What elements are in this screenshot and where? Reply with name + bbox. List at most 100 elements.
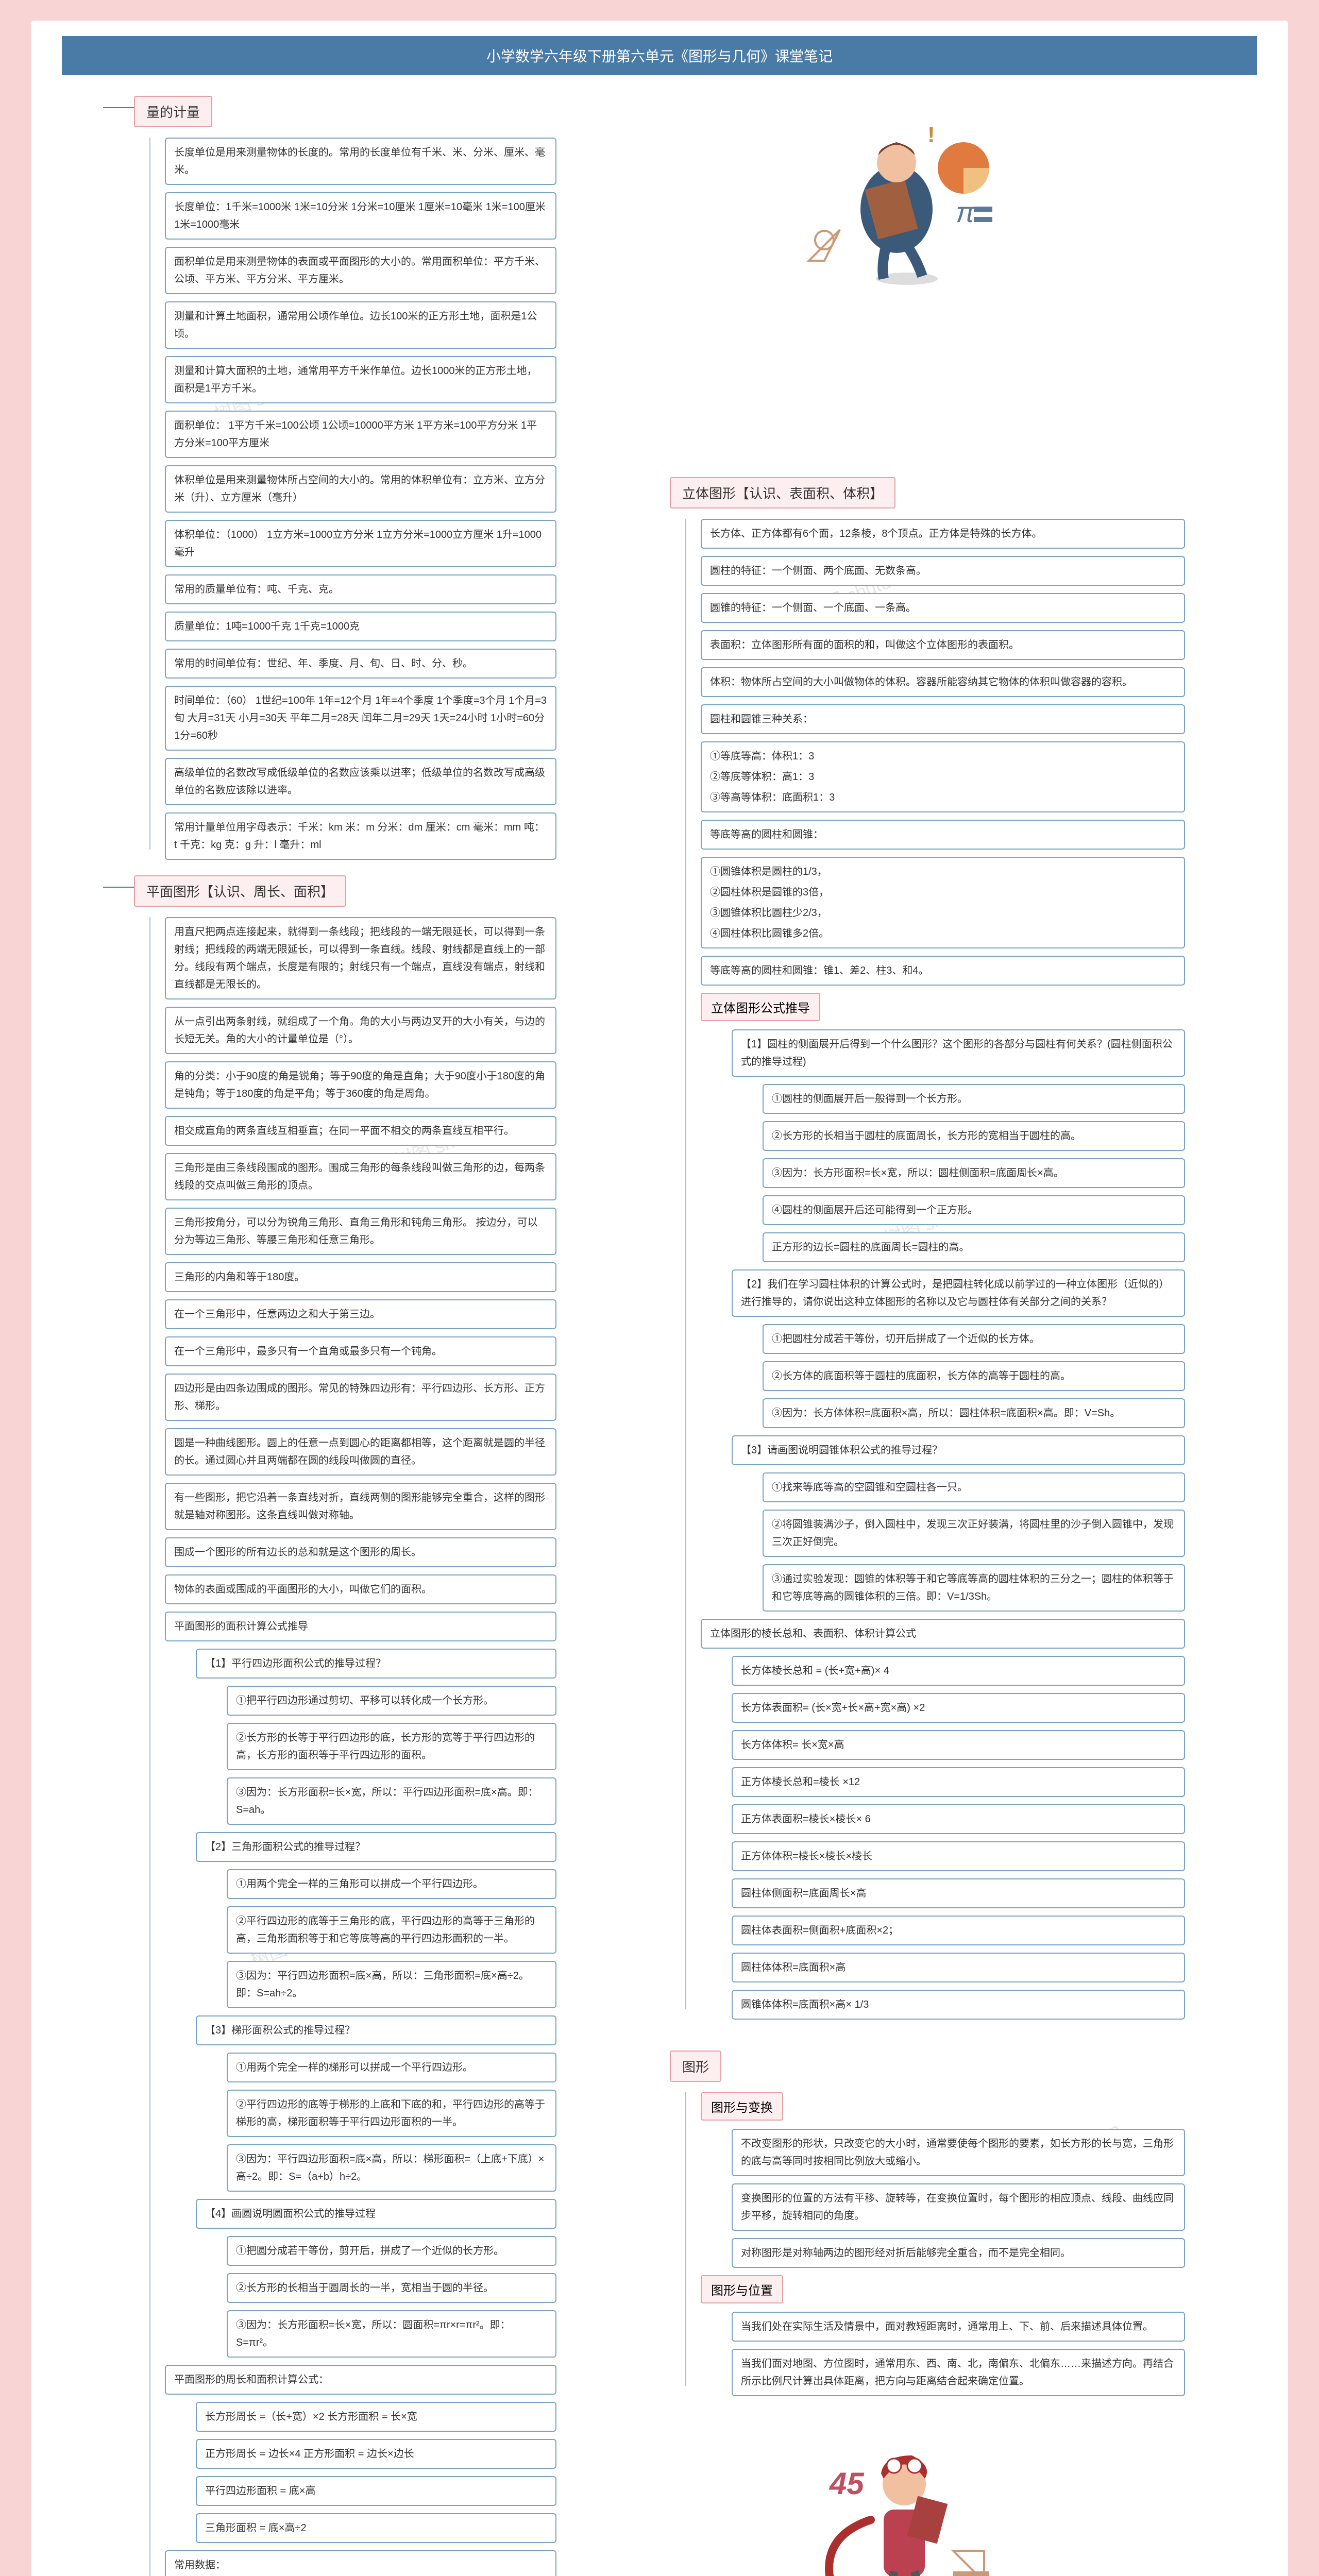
content-line: ②等底等体积：高1：3 [710,768,1176,786]
shape-g1-head: 图形与变换 [701,2092,783,2121]
shape-g2-head: 图形与位置 [701,2275,783,2303]
solid-d3-head: 【3】请画图说明圆锥体积公式的推导过程？ [732,1435,1185,1465]
derive-head: 平面图形的面积计算公式推导 [165,1612,556,1641]
solid-d2-head: 【2】我们在学习圆柱体积的计算公式时，是把圆柱转化成以前学过的一种立体图形（近似… [732,1269,1185,1317]
content-node: 面积单位是用来测量物体的表面或平面图形的大小的。常用面积单位：平方千米、公顷、平… [165,247,556,294]
pi-head: 常用数据： [165,2550,556,2576]
content-node: 正方形周长 = 边长×4 正方形面积 = 边长×边长 [196,2439,556,2469]
content-node: 时间单位：（60） 1世纪=100年 1年=12个月 1年=4个季度 1个季度=… [165,686,556,751]
content-node: 体积单位：（1000） 1立方米=1000立方分米 1立方分米=1000立方厘米… [165,520,556,567]
content-node: 测量和计算土地面积，通常用公顷作单位。边长100米的正方形土地，面积是1公顷。 [165,301,556,349]
content-node: 对称图形是对称轴两边的图形经对折后能够完全重合，而不是完全相同。 [732,2238,1185,2268]
section-solid: 立体图形【认识、表面积、体积】 长方体、正方体都有6个面，12条棱，8个顶点。正… [670,477,1185,2020]
content-node: 角的分类：小于90度的角是锐角；等于90度的角是直角；大于90度小于180度的角… [165,1061,556,1109]
content-node: 当我们面对地图、方位图时，通常用东、西、南、北，南偏东、北偏东……来描述方向。再… [732,2349,1185,2396]
content-node: ②长方体的底面积等于圆柱的底面积，长方体的高等于圆柱的高。 [763,1361,1185,1391]
content-node: 从一点引出两条射线，就组成了一个角。角的大小与两边叉开的大小有关，与边的长短无关… [165,1007,556,1054]
content-node: 正方形的边长=圆柱的底面周长=圆柱的高。 [763,1232,1185,1262]
content-node: 圆是一种曲线图形。圆上的任意一点到圆心的距离都相等，这个距离就是圆的半径的长。通… [165,1428,556,1476]
content-node: ①把圆柱分成若干等份，切开后拼成了一个近似的长方体。 [763,1324,1185,1354]
content-node: 三角形是由三条线段围成的图形。围成三角形的每条线段叫做三角形的边，每两条线段的交… [165,1153,556,1200]
content-node: ①把平行四边形通过剪切、平移可以转化成一个长方形。 [227,1686,556,1716]
content-node: 四边形是由四条边围成的图形。常见的特殊四边形有：平行四边形、长方形、正方形、梯形… [165,1374,556,1421]
content-node: ①圆柱的侧面展开后一般得到一个长方形。 [763,1084,1185,1114]
solid-derive-head: 立体图形公式推导 [701,993,820,1021]
content-node: 圆柱体体积=底面积×高 [732,1953,1185,1982]
content-node: 正方体体积=棱长×棱长×棱长 [732,1841,1185,1871]
content-line: ③圆锥体积比圆柱少2/3， [710,904,1176,922]
content-node: 当我们处在实际生活及情景中，面对教短距离时，通常用上、下、前、后来描述具体位置。 [732,2312,1185,2342]
content-node: 高级单位的名数改写成低级单位的名数应该乘以进率；低级单位的名数改写成高级单位的名… [165,758,556,805]
content-node: 变换图形的位置的方法有平移、旋转等，在变换位置时，每个图形的相应顶点、线段、曲线… [732,2183,1185,2231]
eq-head: 等底等高的圆柱和圆锥： [701,820,1185,850]
content-node: 长方形周长 =（长+宽）×2 长方形面积 = 长×宽 [196,2402,556,2432]
content-node: ②平行四边形的底等于三角形的底，平行四边形的高等于三角形的高，三角形面积等于和它… [227,1906,556,1954]
content-node: 测量和计算大面积的土地，通常用平方千米作单位。边长1000米的正方形土地，面积是… [165,356,556,403]
content-node: 圆柱体侧面积=底面周长×高 [732,1878,1185,1908]
content-line: ②圆柱体积是圆锥的3倍， [710,884,1176,901]
eq-block: ①圆锥体积是圆柱的1/3， ②圆柱体积是圆锥的3倍， ③圆锥体积比圆柱少2/3， ④圆… [701,857,1185,948]
content-line: ①等底等高：体积1：3 [710,748,1176,765]
svg-text:π: π [956,196,976,228]
content-node: 长方体体积= 长×宽×高 [732,1730,1185,1760]
formulas-head: 平面图形的周长和面积计算公式： [165,2365,556,2395]
content-node: 面积单位： 1平方千米=100公顷 1公顷=10000平方米 1平方米=100平… [165,411,556,458]
content-node: ②长方形的长等于平行四边形的底，长方形的宽等于平行四边形的高，长方形的面积等于平… [227,1723,556,1770]
content-node: 在一个三角形中，任意两边之和大于第三边。 [165,1299,556,1329]
content-node: ③因为：长方形面积=长×宽，所以：圆面积=πr×r=πr²。即：S=πr²。 [227,2310,556,2358]
content-line: ④圆柱体积比圆锥多2倍。 [710,925,1176,942]
content-node: ②长方形的长相当于圆周长的一半，宽相当于圆的半径。 [227,2273,556,2303]
content-node: ①用两个完全一样的梯形可以拼成一个平行四边形。 [227,2053,556,2082]
content-node: ①把圆分成若干等份，剪开后，拼成了一个近似的长方形。 [227,2236,556,2266]
content-node: ④圆柱的侧面展开后还可能得到一个正方形。 [763,1195,1185,1225]
content-node: ①找来等底等高的空圆锥和空圆柱各一只。 [763,1472,1185,1502]
derive-p3-head: 【3】梯形面积公式的推导过程？ [196,2015,556,2045]
content-node: ③因为：长方形面积=长×宽，所以：圆柱侧面积=底面周长×高。 [763,1158,1185,1188]
page-title: 小学数学六年级下册第六单元《图形与几何》课堂笔记 [62,36,1257,75]
derive-p2-head: 【2】三角形面积公式的推导过程？ [196,1832,556,1862]
content-node: 长方体表面积= (长×宽+长×高+宽×高) ×2 [732,1693,1185,1723]
derive-p4-head: 【4】画圆说明圆面积公式的推导过程 [196,2199,556,2229]
content-node: 三角形按角分，可以分为锐角三角形、直角三角形和钝角三角形。 按边分，可以分为等边… [165,1208,556,1255]
content-node: 在一个三角形中，最多只有一个直角或最多只有一个钝角。 [165,1336,556,1366]
content-node: 正方体棱长总和=棱长 ×12 [732,1767,1185,1797]
content-node: 体积：物体所占空间的大小叫做物体的体积。容器所能容纳其它物体的体积叫做容器的容积… [701,667,1185,697]
derive-p1-head: 【1】平行四边形面积公式的推导过程？ [196,1649,556,1679]
summary-head: 立体图形的棱长总和、表面积、体积计算公式 [701,1619,1185,1649]
content-node: ③因为：长方形面积=长×宽，所以：平行四边形面积=底×高。即：S=ah。 [227,1777,556,1825]
content-node: 质量单位：1吨=1000千克 1千克=1000克 [165,612,556,641]
illustration-student-bottom: 45 [793,2417,1010,2576]
content-node: 正方体表面积=棱长×棱长× 6 [732,1804,1185,1834]
content-node: ③因为：长方体体积=底面积×高，所以：圆柱体积=底面积×高。即：V=Sh。 [763,1398,1185,1428]
content-node: 长方体、正方体都有6个面，12条棱，8个顶点。正方体是特殊的长方体。 [701,519,1185,549]
svg-text:!: ! [927,122,935,147]
content-node: 有一些图形，把它沿着一条直线对折，直线两侧的图形能够完全重合，这样的图形就是轴对… [165,1483,556,1530]
section-plane: 平面图形【认识、周长、面积】 用直尺把两点连接起来，就得到一条线段；把线段的一端… [134,875,556,2576]
content-node: ③因为：平行四边形面积=底×高，所以：梯形面积=（上底+下底）×高÷2。即：S=… [227,2144,556,2192]
content-node: 不改变图形的形状，只改变它的大小时，通常要使每个图形的要素，如长方形的长与宽，三… [732,2129,1185,2176]
content-node: 长度单位：1千米=1000米 1米=10分米 1分米=10厘米 1厘米=10毫米… [165,192,556,240]
content-node: ③因为：平行四边形面积=底×高，所以：三角形面积=底×高÷2。即：S=ah÷2。 [227,1961,556,2008]
content-node: 圆柱体表面积=侧面积+底面积×2； [732,1916,1185,1945]
eq2: 等底等高的圆柱和圆锥：锥1、差2、柱3、和4。 [701,956,1185,986]
content-node: 围成一个图形的所有边长的总和就是这个图形的周长。 [165,1537,556,1567]
section-heading: 平面图形【认识、周长、面积】 [134,875,346,907]
content-node: 常用的质量单位有：吨、千克、克。 [165,574,556,604]
svg-text:45: 45 [829,2466,865,2501]
rel-block: ①等底等高：体积1：3②等底等体积：高1：3③等高等体积：底面积1：3 [701,741,1185,812]
content-node: 圆锥体体积=底面积×高× 1/3 [732,1990,1185,2020]
content-node: 物体的表面或围成的平面图形的大小，叫做它们的面积。 [165,1574,556,1604]
content-node: 用直尺把两点连接起来，就得到一条线段；把线段的一端无限延长，可以得到一条射线；把… [165,917,556,999]
content-node: 相交成直角的两条直线互相垂直；在同一平面不相交的两条直线互相平行。 [165,1116,556,1146]
section-heading: 立体图形【认识、表面积、体积】 [670,477,895,509]
content-line: ①圆锥体积是圆柱的1/3， [710,863,1176,880]
content-node: 长度单位是用来测量物体的长度的。常用的长度单位有千米、米、分米、厘米、毫米。 [165,138,556,185]
content-node: 三角形面积 = 底×高÷2 [196,2513,556,2543]
content-node: 圆锥的特征：一个侧面、一个底面、一条高。 [701,593,1185,623]
content-node: 体积单位是用来测量物体所占空间的大小的。常用的体积单位有：立方米、立方分米（升）… [165,465,556,513]
rel-head: 圆柱和圆锥三种关系： [701,704,1185,734]
section-heading: 图形 [670,2050,721,2082]
solid-d1-head: 【1】圆柱的侧面展开后得到一个什么图形？这个图形的各部分与圆柱有何关系？(圆柱侧… [732,1029,1185,1077]
content-node: 长方体棱长总和 = (长+宽+高)× 4 [732,1656,1185,1686]
content-node: 三角形的内角和等于180度。 [165,1262,556,1292]
